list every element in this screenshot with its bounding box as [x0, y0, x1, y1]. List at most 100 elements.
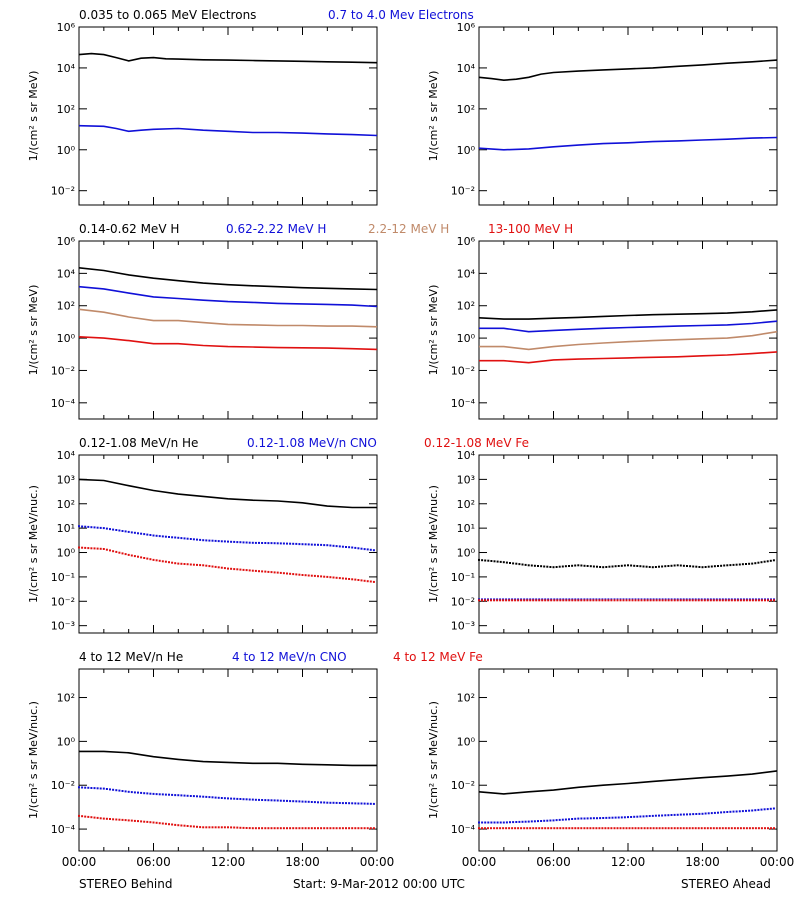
series-point-3 — [733, 827, 736, 830]
series-point-3 — [658, 827, 661, 830]
series-point-3 — [571, 599, 574, 602]
series-point-1 — [589, 565, 592, 568]
series-point-3 — [715, 827, 718, 830]
series-point-2 — [177, 536, 180, 539]
series-point-2 — [540, 820, 543, 822]
series-point-2 — [133, 791, 136, 794]
series-point-3 — [93, 547, 96, 550]
series-point-1 — [639, 565, 642, 568]
series-point-1 — [571, 564, 574, 567]
series-point-2 — [115, 789, 118, 792]
series-point-2 — [366, 802, 369, 805]
series-point-2 — [769, 807, 772, 810]
series-point-2 — [354, 802, 357, 805]
series-point-2 — [158, 535, 161, 538]
series-point-2 — [670, 814, 673, 816]
series-point-2 — [527, 820, 530, 823]
series-point-3 — [550, 827, 553, 830]
series-point-3 — [679, 827, 682, 830]
series-point-2 — [561, 818, 564, 821]
series-point-2 — [208, 796, 211, 799]
series-point-3 — [682, 827, 685, 830]
series-point-1 — [505, 561, 508, 564]
series-point-1 — [496, 560, 499, 563]
series-point-3 — [261, 827, 264, 830]
series-point-3 — [81, 815, 84, 818]
series-point-1 — [564, 565, 567, 568]
series-point-1 — [769, 559, 772, 562]
series-point-3 — [493, 827, 496, 830]
series-point-3 — [679, 599, 682, 602]
series-point-3 — [295, 827, 298, 830]
series-point-3 — [155, 821, 158, 824]
series-point-3 — [121, 552, 124, 555]
series-point-3 — [544, 599, 547, 602]
series-point-3 — [245, 569, 248, 572]
series-point-3 — [102, 548, 105, 550]
series-point-1 — [493, 560, 496, 563]
series-point-3 — [143, 557, 146, 559]
series-line-4 — [78, 336, 378, 351]
chart-row-1: 0.035 to 0.065 MeV Electrons 0.7 to 4.0 M… — [27, 8, 778, 206]
series-point-2 — [614, 816, 617, 819]
series-point-1 — [630, 564, 633, 567]
y-tick-label: 10¹ — [57, 522, 75, 535]
series-point-2 — [109, 528, 111, 531]
series-point-1 — [478, 558, 480, 561]
series-point-2 — [248, 541, 251, 544]
series-point-3 — [535, 827, 538, 830]
series-point-2 — [93, 787, 96, 790]
series-line-1 — [478, 309, 778, 320]
series-point-3 — [541, 827, 544, 830]
series-point-2 — [236, 797, 239, 800]
series-point-2 — [273, 542, 276, 545]
series-point-2 — [140, 532, 143, 535]
series-point-3 — [78, 546, 80, 549]
series-point-3 — [773, 827, 775, 830]
series-point-3 — [754, 827, 757, 830]
y-tick-label: 10⁴ — [457, 449, 476, 462]
series-point-2 — [140, 791, 143, 794]
series-point-3 — [511, 599, 514, 602]
series-point-3 — [366, 580, 369, 583]
series-point-3 — [205, 564, 208, 567]
series-point-1 — [484, 559, 487, 562]
series-point-2 — [326, 801, 329, 804]
series-point-3 — [736, 827, 739, 830]
series-point-2 — [102, 787, 105, 790]
series-point-2 — [227, 540, 229, 543]
series-point-3 — [655, 599, 658, 602]
series-point-3 — [220, 566, 223, 569]
series-point-2 — [751, 809, 754, 812]
series-point-2 — [105, 527, 108, 530]
series-point-2 — [137, 532, 139, 535]
series-point-2 — [701, 812, 704, 815]
series-point-3 — [499, 599, 502, 602]
series-point-3 — [580, 827, 583, 830]
series-point-3 — [223, 567, 226, 570]
series-point-3 — [372, 580, 375, 583]
series-point-2 — [564, 818, 567, 821]
series-point-3 — [583, 827, 586, 830]
series-point-1 — [701, 566, 704, 569]
series-point-3 — [286, 572, 288, 575]
series-point-2 — [689, 813, 692, 816]
series-point-2 — [345, 546, 347, 548]
series-point-3 — [220, 826, 223, 829]
series-point-3 — [688, 827, 691, 830]
series-point-3 — [264, 570, 267, 573]
series-point-3 — [118, 818, 121, 821]
x-tick-label: 00:00 — [360, 855, 395, 869]
series-point-3 — [146, 557, 149, 560]
series-point-2 — [242, 798, 245, 801]
row-2-title-1: 0.14-0.62 MeV H — [79, 222, 179, 236]
series-point-3 — [724, 599, 727, 602]
series-point-2 — [633, 815, 636, 818]
series-point-3 — [649, 599, 652, 602]
series-point-3 — [508, 827, 511, 830]
series-point-3 — [553, 599, 556, 602]
series-point-3 — [276, 571, 279, 574]
series-point-3 — [366, 827, 369, 830]
series-point-2 — [124, 790, 127, 793]
series-point-2 — [310, 543, 313, 546]
